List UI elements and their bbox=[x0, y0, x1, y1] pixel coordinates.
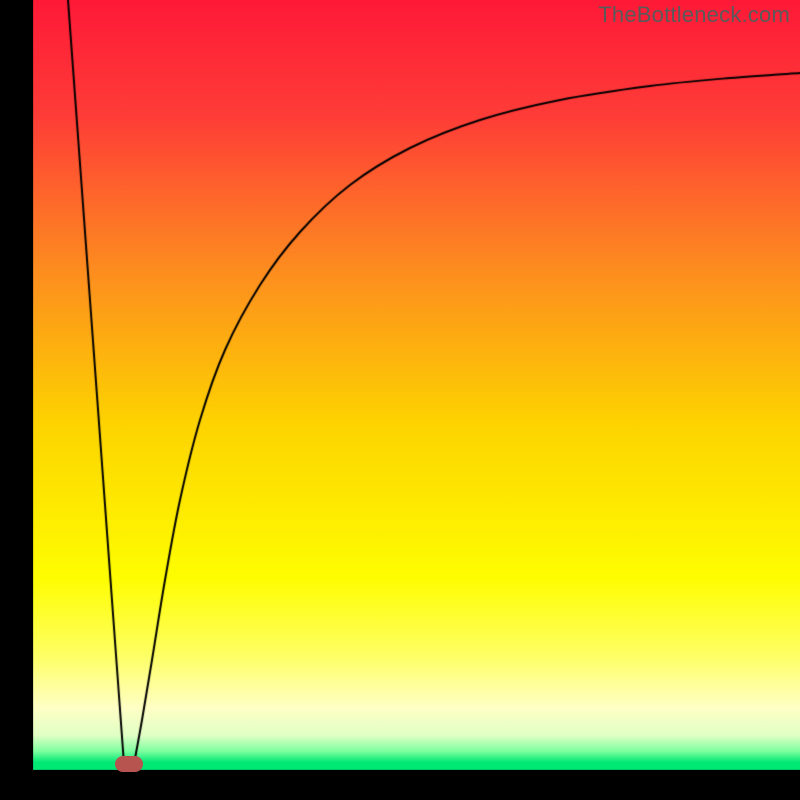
bottleneck-curve bbox=[0, 0, 800, 800]
watermark-text: TheBottleneck.com bbox=[598, 2, 790, 28]
chart-container: TheBottleneck.com bbox=[0, 0, 800, 800]
optimal-point-marker bbox=[115, 756, 143, 772]
